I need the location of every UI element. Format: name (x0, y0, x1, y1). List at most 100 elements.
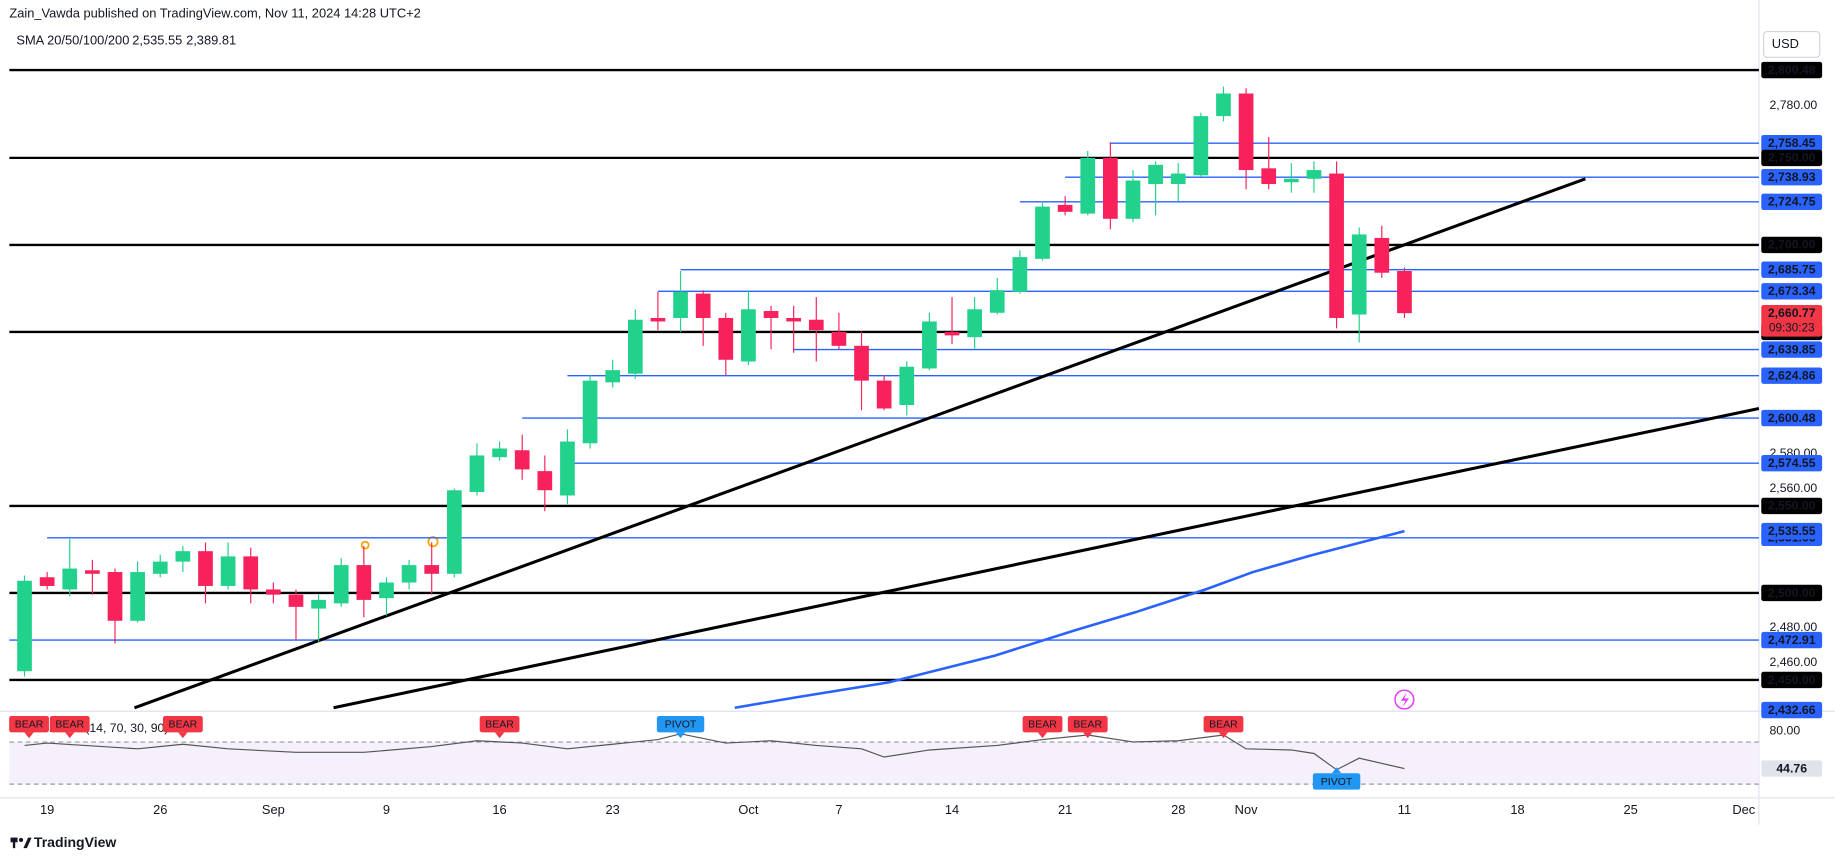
annotation-pointer (494, 732, 505, 739)
annotation: BEAR (1028, 718, 1057, 730)
x-tick-label: 28 (1171, 802, 1185, 817)
candle-body (356, 565, 372, 600)
annotation: BEAR (485, 718, 514, 730)
rsi-value: 44.76 (1776, 761, 1807, 775)
candle-body (944, 331, 960, 336)
annotation: BEAR (169, 718, 198, 730)
rsi-band (9, 742, 1759, 785)
level-label: 2,724.75 (1768, 195, 1816, 209)
level-label-box (1761, 409, 1823, 427)
candle-body (1057, 204, 1073, 212)
footer-logo (10, 837, 32, 849)
alert-icon[interactable] (1394, 689, 1415, 710)
annotation-pointer (1083, 732, 1093, 739)
candle-body (243, 556, 259, 590)
x-tick-label: 23 (606, 802, 620, 817)
sma-axis-label-box (1761, 522, 1823, 540)
candle-body (560, 441, 575, 496)
annotation: BEAR (15, 718, 44, 730)
candle-body (333, 565, 349, 604)
annotation-box (1022, 715, 1063, 733)
x-tick-label: 9 (383, 802, 390, 817)
candle-body (741, 309, 756, 362)
x-tick-label: 21 (1058, 802, 1072, 817)
candle-body (989, 290, 1005, 313)
logo-part (12, 837, 16, 849)
rsi-value-box (1761, 760, 1823, 777)
currency: USD (1772, 36, 1799, 51)
candle-body (627, 319, 643, 374)
level-label-box (1761, 149, 1823, 167)
currency-box[interactable] (1763, 31, 1821, 58)
candle-body (695, 293, 711, 318)
candle-body (1012, 257, 1028, 292)
candle-body (854, 345, 869, 381)
candle-body (1306, 170, 1322, 179)
sma-value: 2,535.55 (132, 32, 182, 47)
level-label: 2,673.34 (1768, 284, 1816, 298)
candle-body (424, 565, 440, 574)
footer-brand: TradingView (34, 834, 116, 850)
annotation: BEAR (1209, 718, 1238, 730)
level-label-box (1761, 61, 1823, 79)
annotation-pointer (65, 732, 75, 739)
candle-body (967, 309, 982, 338)
candle-body (107, 572, 123, 621)
candle-body (1035, 206, 1050, 259)
candle-body (39, 577, 55, 586)
candle-body (1397, 271, 1412, 314)
candle-body (1216, 93, 1231, 117)
candle-body (62, 568, 78, 590)
annotation-pointer (1218, 732, 1229, 739)
annotation: BEAR (1073, 718, 1102, 730)
annotation-box (1067, 715, 1108, 733)
level-label: 2,450.00 (1768, 673, 1816, 687)
sma-value: 2,389.81 (186, 32, 236, 47)
candle-body (130, 572, 145, 621)
annotation: PIVOT (665, 718, 697, 730)
level-label: 2,624.86 (1768, 368, 1816, 382)
level-label: 2,700.00 (1768, 238, 1816, 252)
candle-body (1125, 180, 1141, 219)
candle-body (514, 450, 530, 470)
level-label-box (1761, 631, 1823, 649)
candle-body (1170, 173, 1186, 184)
candle-body (1374, 237, 1390, 273)
candle-body (1238, 93, 1254, 171)
candle-body (198, 551, 213, 586)
candle-body (605, 370, 621, 383)
level-label-box (1761, 193, 1823, 211)
x-tick-label: 11 (1398, 802, 1411, 817)
y-tick-label: 2,480.00 (1769, 620, 1817, 634)
level-label: 2,550.00 (1768, 499, 1816, 513)
level-label-box (1761, 341, 1823, 358)
level-label: 2,750.00 (1768, 151, 1816, 165)
candle-body (537, 471, 553, 491)
x-tick-label: 16 (492, 802, 506, 817)
marker (427, 536, 439, 548)
candle-body (175, 551, 191, 562)
candle-body (1351, 234, 1367, 315)
alert-bolt (1400, 692, 1410, 708)
annotation-box (1312, 773, 1361, 790)
candle-body (582, 380, 598, 444)
candle-body (1148, 164, 1163, 184)
attribution: Zain_Vawda published on TradingView.com,… (9, 5, 420, 20)
level-label: 2,685.75 (1768, 263, 1816, 277)
level-label: 2,472.91 (1768, 633, 1816, 647)
level-label-box (1761, 367, 1823, 384)
candle-body (673, 291, 688, 318)
candle-body (1329, 173, 1344, 318)
sma-axis-label: 2,535.55 (1768, 524, 1816, 538)
candle-body (1080, 157, 1096, 214)
x-tick-label: 19 (40, 802, 54, 817)
annotation-box (656, 715, 705, 733)
annotation: BEAR (55, 718, 84, 730)
axis-label-box (1761, 701, 1823, 719)
candle-body (922, 321, 937, 369)
candle-body (401, 565, 417, 583)
candle-body (899, 366, 915, 405)
x-tick-label: 26 (153, 802, 167, 817)
annotation-pointer (178, 732, 188, 739)
